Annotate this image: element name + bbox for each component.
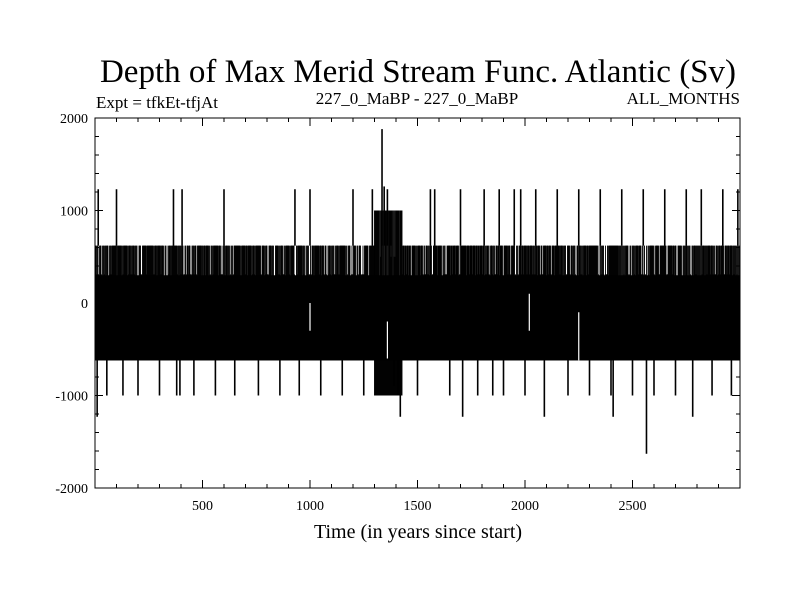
x-tick-label: 2500 (619, 499, 647, 514)
x-tick-label: 500 (192, 499, 213, 514)
x-axis-label: Time (in years since start) (314, 521, 522, 543)
y-tick-label: 0 (81, 297, 88, 312)
chart-subtitle-center: 227_0_MaBP - 227_0_MaBP (316, 89, 518, 108)
x-tick-label: 2000 (511, 499, 539, 514)
y-tick-label: 1000 (60, 205, 88, 220)
y-axis-ticks: 2000 1000 0 -1000 -2000 (55, 112, 740, 497)
chart-subtitle-right: ALL_MONTHS (627, 89, 740, 108)
y-tick-label: -2000 (55, 482, 88, 497)
trace-core-band (95, 275, 740, 361)
data-series-trace (94, 129, 741, 454)
plot-area (94, 129, 741, 454)
x-axis-ticks: 500 1000 1500 2000 2500 (116, 118, 719, 514)
y-tick-label: -1000 (55, 390, 88, 405)
chart-title: Depth of Max Merid Stream Func. Atlantic… (100, 54, 736, 90)
y-tick-label: 2000 (60, 112, 88, 127)
plot-frame (94, 117, 741, 489)
x-tick-label: 1500 (404, 499, 432, 514)
chart-subtitle-left: Expt = tfkEt-tfjAt (96, 93, 218, 112)
x-tick-label: 1000 (296, 499, 324, 514)
